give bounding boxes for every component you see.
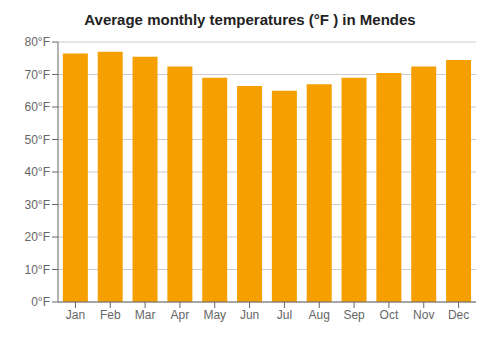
svg-text:30°F: 30°F (25, 198, 50, 212)
svg-text:Apr: Apr (171, 308, 190, 322)
svg-text:80°F: 80°F (25, 35, 50, 49)
svg-text:May: May (203, 308, 226, 322)
svg-text:Nov: Nov (413, 308, 434, 322)
html-text:Average monthly temperatures (: Average monthly temperatures (°F ) in Me… (84, 11, 416, 28)
svg-text:Aug: Aug (309, 308, 330, 322)
svg-text:Jan: Jan (66, 308, 85, 322)
svg-text:0°F: 0°F (31, 295, 50, 309)
svg-text:60°F: 60°F (25, 100, 50, 114)
svg-text:10°F: 10°F (25, 263, 50, 277)
svg-text:Jul: Jul (277, 308, 292, 322)
svg-text:Sep: Sep (343, 308, 365, 322)
svg-text:Oct: Oct (380, 308, 399, 322)
svg-text:Dec: Dec (448, 308, 469, 322)
svg-text:Mar: Mar (135, 308, 156, 322)
svg-text:20°F: 20°F (25, 230, 50, 244)
svg-text:Jun: Jun (240, 308, 259, 322)
svg-text:40°F: 40°F (25, 165, 50, 179)
svg-text:50°F: 50°F (25, 133, 50, 147)
svg-text:70°F: 70°F (25, 68, 50, 82)
svg-text:Feb: Feb (100, 308, 121, 322)
